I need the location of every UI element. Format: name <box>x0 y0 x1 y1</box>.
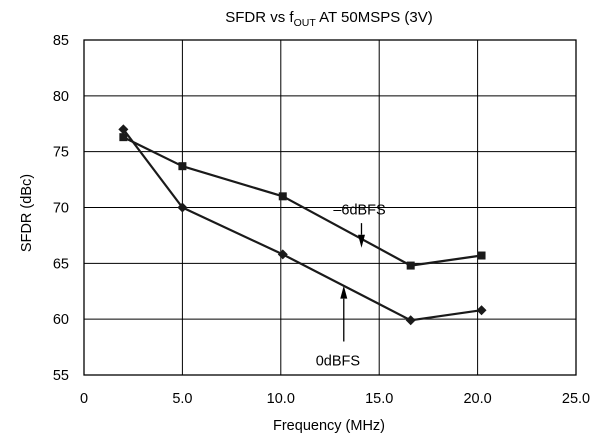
y-tick-label: 70 <box>53 201 69 217</box>
y-axis-label: SFDR (dBc) <box>19 174 35 252</box>
annotation-0dbfs: 0dBFS <box>316 285 360 369</box>
diamond-marker <box>177 202 188 213</box>
x-tick-label: 25.0 <box>562 391 590 407</box>
chart-title: SFDR vs fOUT AT 50MSPS (3V) <box>225 9 433 29</box>
square-marker <box>406 261 415 270</box>
diamond-marker <box>476 305 487 316</box>
x-tick-label: 15.0 <box>365 391 393 407</box>
y-tick-label: 75 <box>53 145 69 161</box>
grid <box>84 40 576 375</box>
series-6dbfs <box>119 133 486 270</box>
x-tick-label: 20.0 <box>463 391 491 407</box>
annotation-layer: –6dBFS 0dBFS <box>316 203 386 370</box>
chart-title-subscript: OUT <box>294 17 317 29</box>
arrow-head-icon <box>340 285 348 299</box>
series-layer <box>118 124 487 326</box>
y-tick-label: 65 <box>53 256 69 272</box>
series-line <box>122 128 482 322</box>
annotation-label: –6dBFS <box>333 203 385 219</box>
plot-frame <box>83 39 577 376</box>
square-marker <box>178 162 187 171</box>
x-axis-label: Frequency (MHz) <box>273 418 385 434</box>
annotation-6dbfs: –6dBFS <box>333 203 386 248</box>
diamond-marker <box>277 249 288 260</box>
series-0dbfs <box>118 124 487 326</box>
annotation-label: 0dBFS <box>316 353 360 369</box>
chart-title-prefix: SFDR vs f <box>225 9 294 26</box>
y-tick-label: 55 <box>53 368 69 384</box>
square-marker <box>119 133 128 142</box>
diamond-marker <box>118 124 129 135</box>
y-tick-label: 60 <box>53 312 69 328</box>
chart-title-suffix: AT 50MSPS (3V) <box>316 9 433 26</box>
x-tick-label: 0 <box>80 391 88 407</box>
square-marker <box>278 192 287 201</box>
arrow-head-icon <box>357 234 365 248</box>
y-tick-label: 85 <box>53 33 69 49</box>
y-axis-ticks: 55 60 65 70 75 80 85 <box>53 33 69 384</box>
x-tick-label: 10.0 <box>267 391 295 407</box>
x-axis-ticks: 0 5.0 10.0 15.0 20.0 25.0 <box>80 391 590 407</box>
x-tick-label: 5.0 <box>172 391 192 407</box>
square-marker <box>477 251 486 260</box>
diamond-marker <box>405 315 416 326</box>
y-tick-label: 80 <box>53 89 69 105</box>
